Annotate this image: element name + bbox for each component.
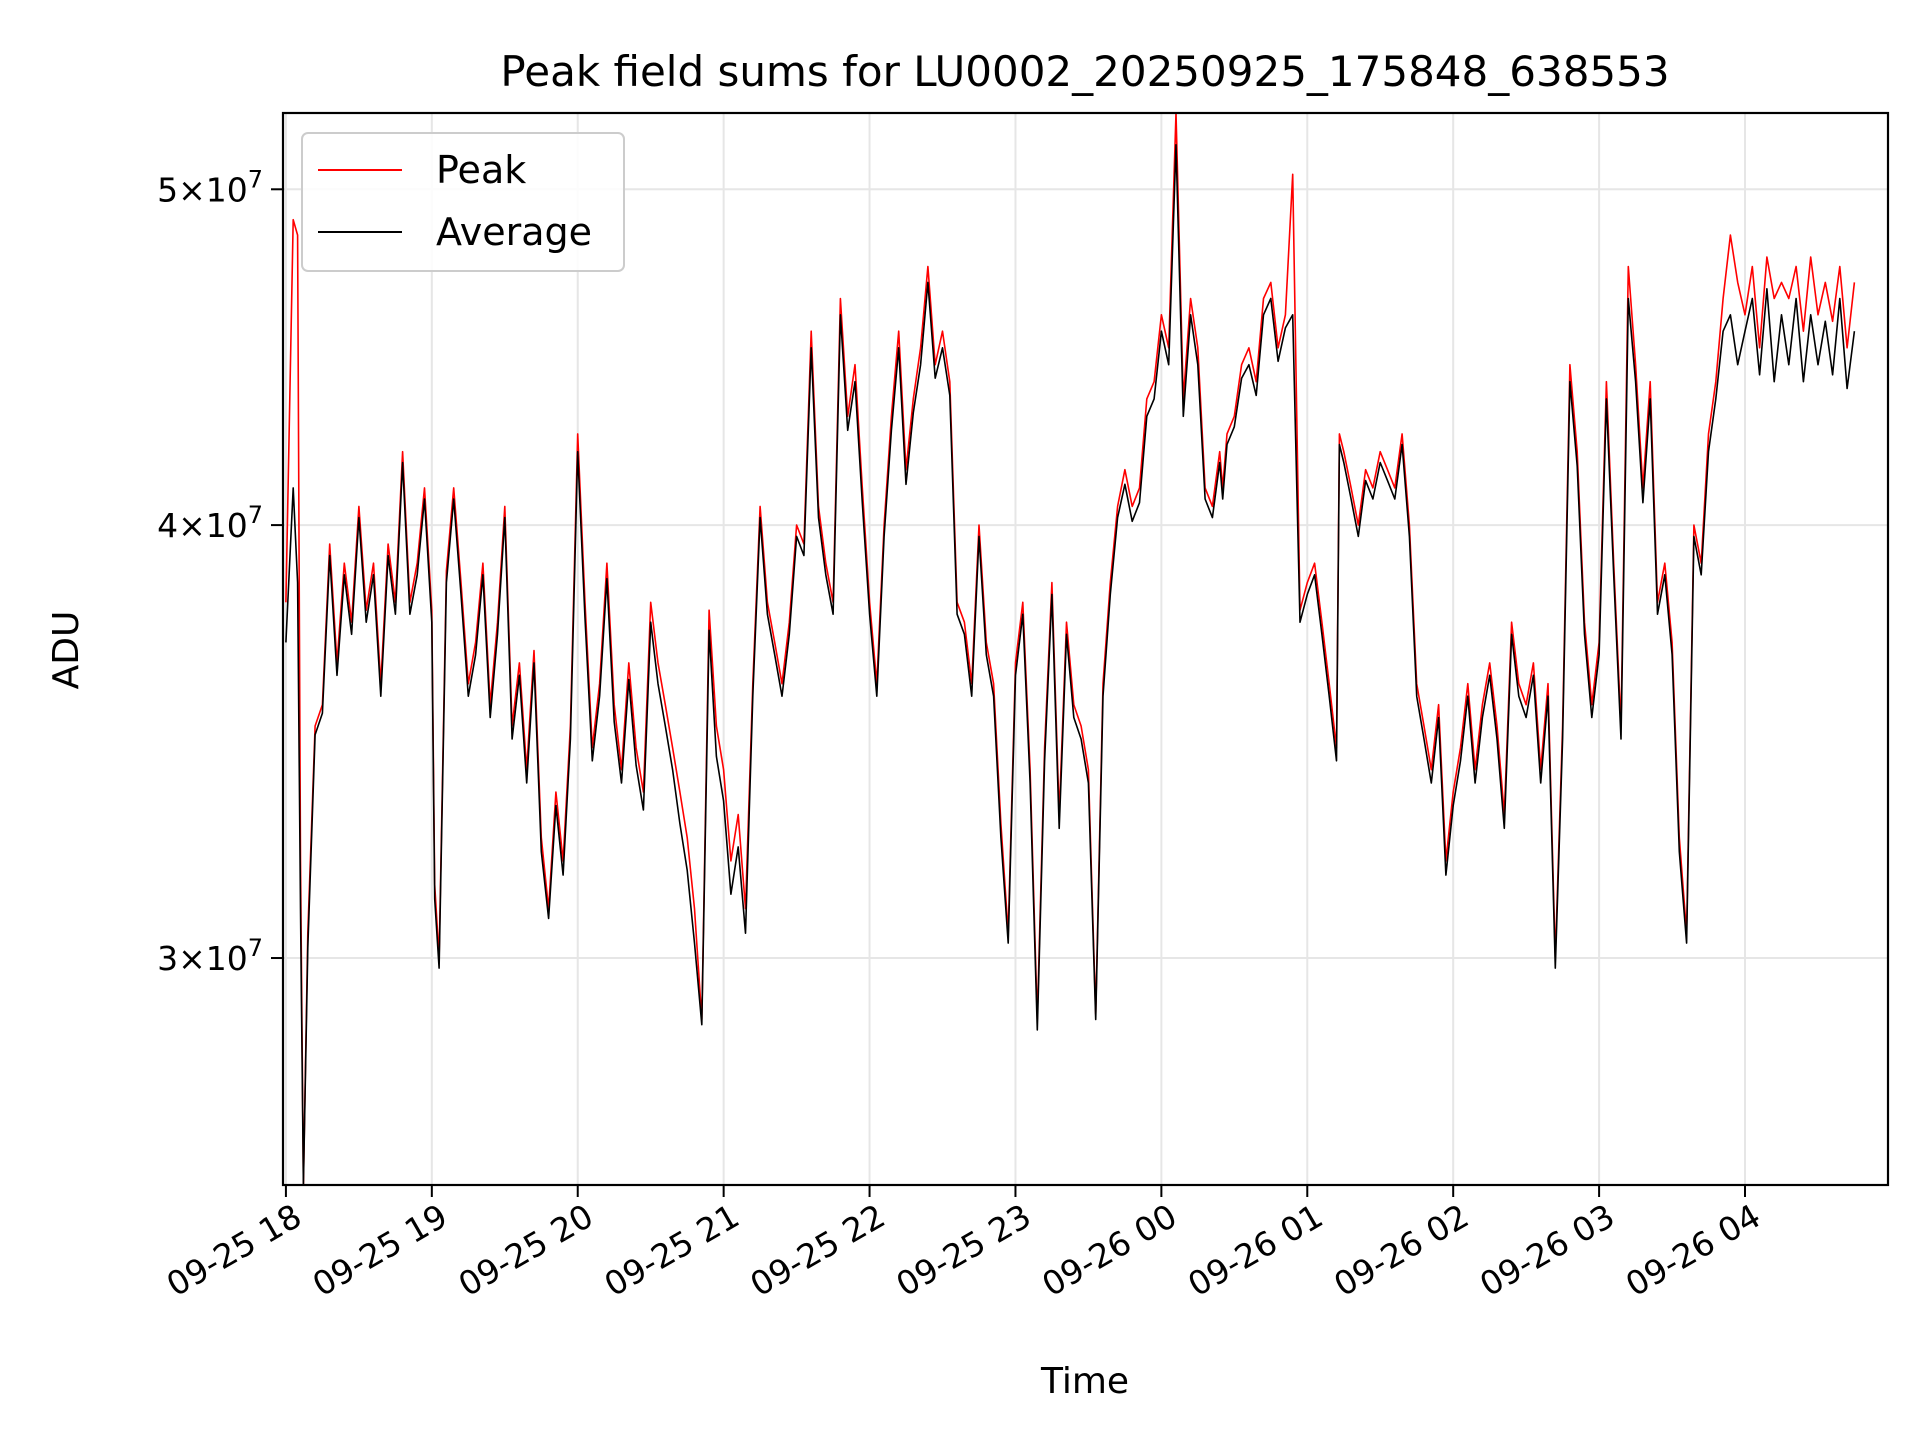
- legend-label-average: Average: [436, 210, 592, 254]
- y-axis-label: ADU: [46, 611, 87, 690]
- x-axis-label: Time: [1040, 1361, 1129, 1402]
- plot-frame: [281, 111, 1890, 1187]
- legend-label-peak: Peak: [436, 148, 526, 192]
- y-axis: 3×107 4×107 5×107: [157, 165, 283, 978]
- y-tick-label: 4×107: [157, 501, 263, 545]
- y-tick-label: 3×107: [157, 934, 263, 978]
- series-line-average: [285, 144, 1856, 1186]
- legend: Peak Average: [301, 132, 625, 272]
- legend-frame: [301, 132, 625, 272]
- y-tick-label: 5×107: [157, 165, 263, 209]
- series-layer: [285, 112, 1856, 1186]
- chart-title: Peak field sums for LU0002_20250925_1758…: [500, 47, 1669, 96]
